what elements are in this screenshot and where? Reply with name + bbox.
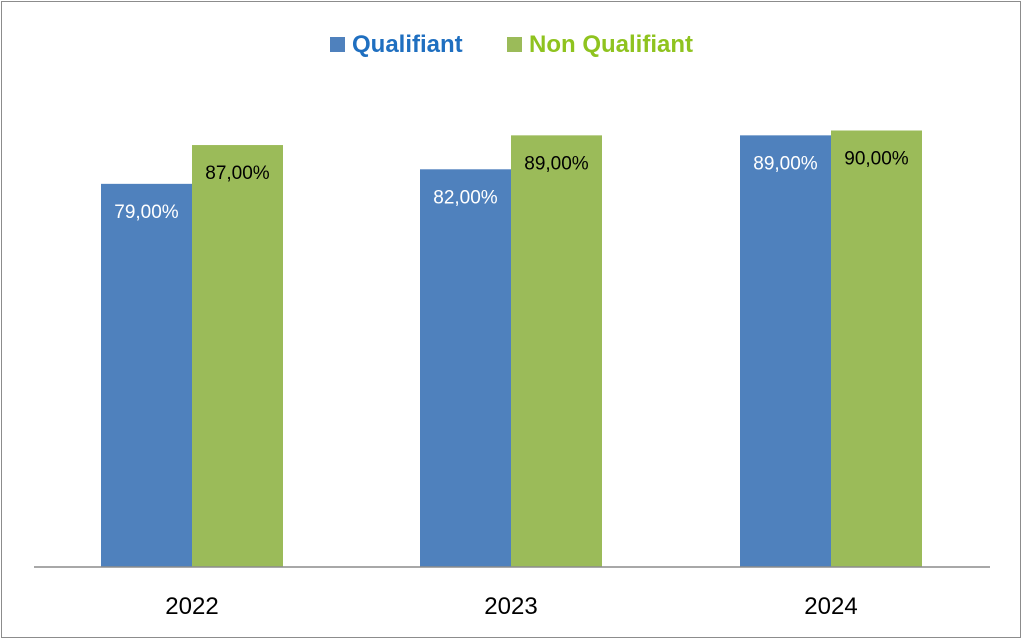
bar-qualifiant-2024 [740,135,831,567]
legend: Qualifiant Non Qualifiant [330,31,693,58]
x-tick-label: 2024 [804,593,857,620]
data-label: 87,00% [205,163,270,184]
legend-swatch-qualifiant [330,37,345,52]
legend-label-non-qualifiant: Non Qualifiant [529,31,693,58]
data-label: 89,00% [753,153,818,174]
x-tick-label: 2022 [165,593,218,620]
data-label: 89,00% [524,153,589,174]
legend-label-qualifiant: Qualifiant [352,31,463,58]
data-label: 79,00% [114,202,179,223]
bar-non-qualifiant-2023 [511,135,602,567]
bar-qualifiant-2022 [101,183,192,567]
bar-qualifiant-2023 [420,169,511,568]
data-label: 82,00% [433,187,498,208]
bar-non-qualifiant-2024 [831,130,922,567]
x-tick-label: 2023 [484,593,537,620]
bar-non-qualifiant-2022 [192,145,283,568]
data-label: 90,00% [844,149,909,170]
legend-swatch-non-qualifiant [507,37,522,52]
